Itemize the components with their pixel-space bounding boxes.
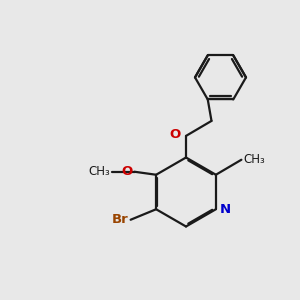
Text: CH₃: CH₃ bbox=[243, 153, 265, 166]
Text: N: N bbox=[220, 203, 231, 216]
Text: O: O bbox=[169, 128, 181, 141]
Text: Br: Br bbox=[112, 213, 128, 226]
Text: O: O bbox=[122, 165, 133, 178]
Text: CH₃: CH₃ bbox=[89, 165, 110, 178]
